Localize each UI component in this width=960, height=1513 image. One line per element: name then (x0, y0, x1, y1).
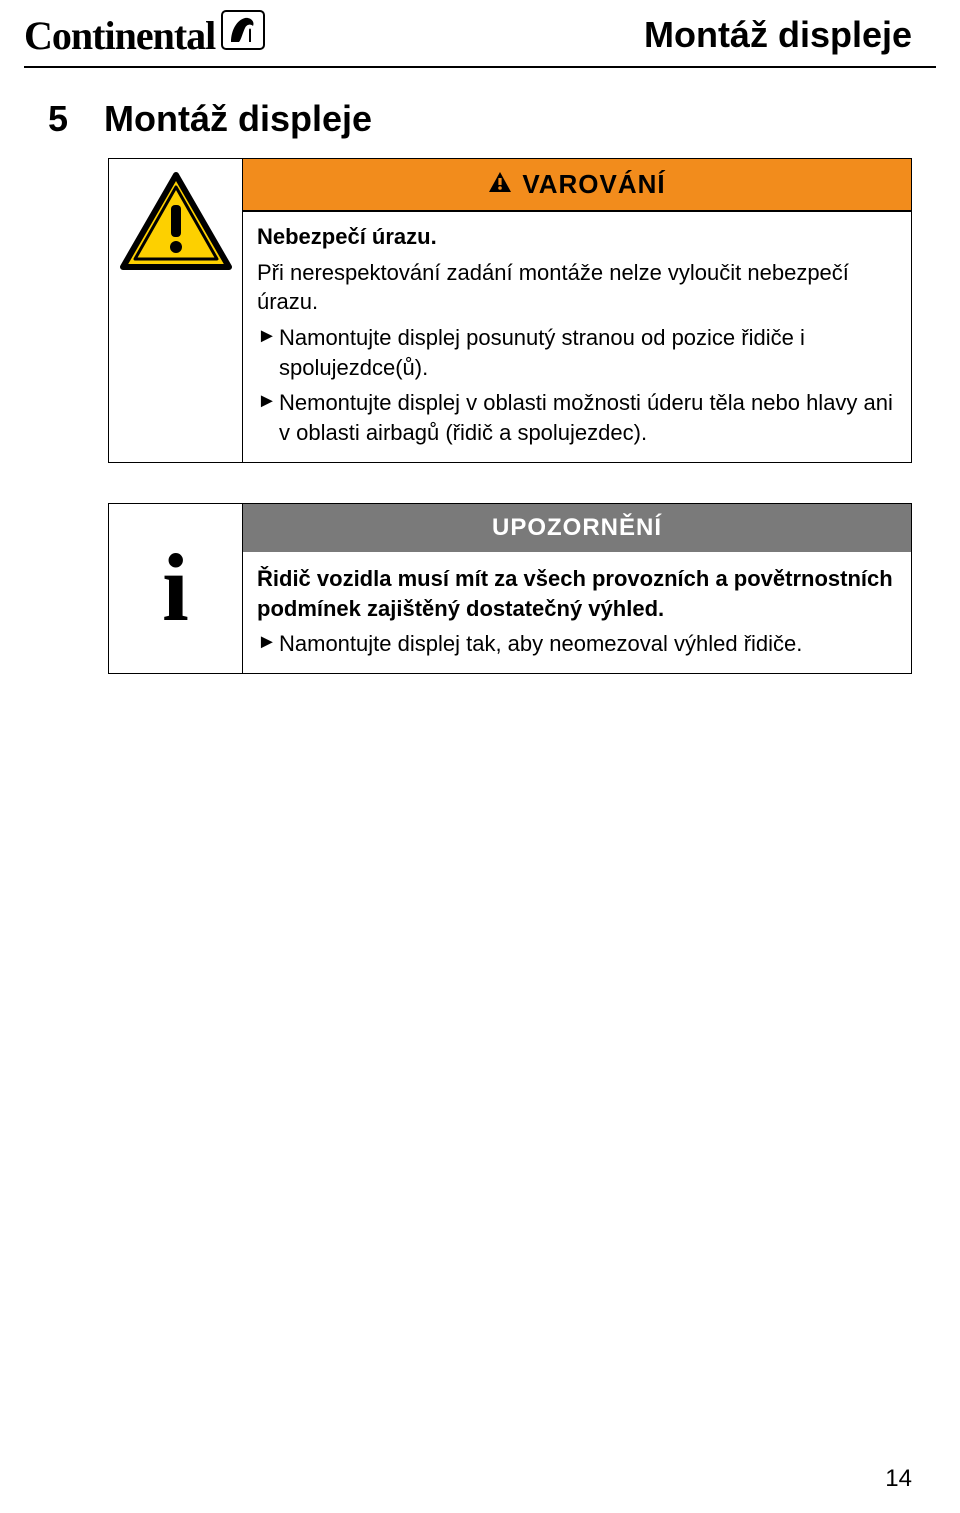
brand-logo-text: Continental (24, 12, 215, 59)
brand-logo: Continental (24, 10, 265, 60)
info-icon: i (162, 550, 189, 627)
brand-logo-horse-icon (221, 10, 265, 60)
notice-intro: Řidič vozidla musí mít za všech provozní… (257, 564, 897, 623)
notice-bullet: ► Namontujte displej tak, aby neomezoval… (257, 629, 897, 659)
warning-triangle-icon (117, 169, 235, 278)
warning-bullet: ► Namontujte displej posunutý stranou od… (257, 323, 897, 382)
warning-banner-icon (488, 169, 512, 200)
notice-banner: UPOZORNĚNÍ (243, 504, 911, 552)
warning-banner: VAROVÁNÍ (243, 159, 911, 212)
warning-bullet-text: Nemontujte displej v oblasti možnosti úd… (279, 388, 897, 447)
warning-banner-text: VAROVÁNÍ (522, 169, 665, 200)
warning-bullet-text: Namontujte displej posunutý stranou od p… (279, 323, 897, 382)
section-title: Montáž displeje (104, 98, 372, 140)
warning-heading: Nebezpečí úrazu. (257, 222, 897, 252)
bullet-marker-icon: ► (257, 388, 279, 447)
warning-box: VAROVÁNÍ Nebezpečí úrazu. Při nerespekto… (108, 158, 912, 463)
bullet-marker-icon: ► (257, 629, 279, 659)
section-number: 5 (48, 98, 104, 140)
notice-box: i UPOZORNĚNÍ Řidič vozidla musí mít za v… (108, 503, 912, 674)
page-number: 14 (885, 1465, 912, 1493)
bullet-marker-icon: ► (257, 323, 279, 382)
notice-bullet-text: Namontujte displej tak, aby neomezoval v… (279, 629, 897, 659)
warning-intro: Při nerespektování zadání montáže nelze … (257, 258, 897, 317)
warning-bullet: ► Nemontujte displej v oblasti možnosti … (257, 388, 897, 447)
page-header-title: Montáž displeje (644, 14, 912, 60)
